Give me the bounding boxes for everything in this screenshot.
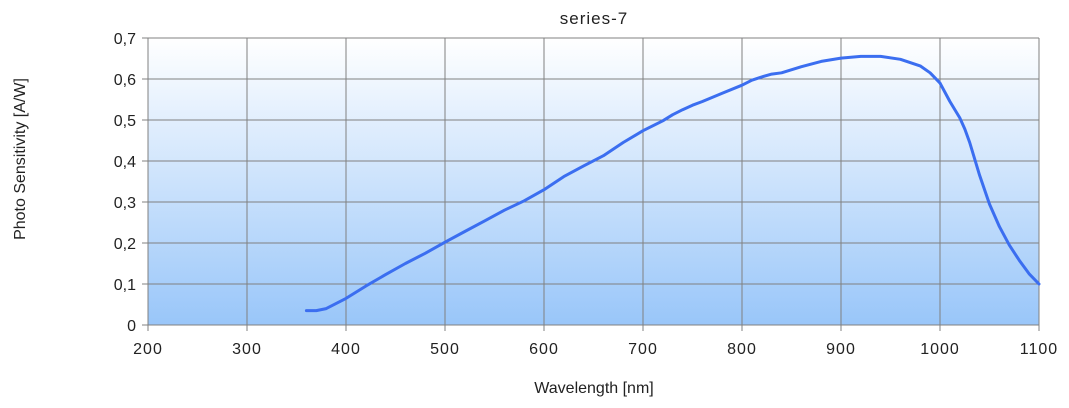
x-tick-label-4: 600: [529, 341, 559, 358]
y-axis: 0 0,1 0,2 0,3 0,4 0,5 0,6 0,7: [114, 31, 148, 335]
y-tick-label-5: 0,5: [114, 113, 136, 130]
series-line-0: [304, 54, 1041, 313]
x-axis-label: Wavelength [nm]: [534, 380, 653, 397]
y-tick-label-0: 0: [127, 318, 136, 335]
x-tick-label-0: 200: [133, 341, 163, 358]
x-tick-label-2: 400: [331, 341, 361, 358]
y-tick-label-7: 0,7: [114, 31, 136, 48]
y-tick-label-6: 0,6: [114, 72, 136, 89]
y-tick-label-4: 0,4: [114, 154, 136, 171]
x-tick-label-7: 900: [826, 341, 856, 358]
plot-area: [148, 38, 1039, 325]
grid: [147, 37, 1040, 326]
y-tick-label-3: 0,3: [114, 195, 136, 212]
chart-title: series-7: [560, 9, 628, 28]
x-axis: 200 300 400 500 600 700 800 900 1000 1100: [133, 325, 1058, 358]
y-tick-label-2: 0,2: [114, 236, 136, 253]
y-tick-label-1: 0,1: [114, 277, 136, 294]
y-axis-label: Photo Sensitivity [A/W]: [12, 78, 29, 240]
x-tick-label-8: 1000: [920, 341, 960, 358]
x-tick-label-3: 500: [430, 341, 460, 358]
x-tick-label-1: 300: [232, 341, 262, 358]
series-layer: [304, 54, 1041, 313]
x-tick-label-6: 800: [727, 341, 757, 358]
x-tick-label-9: 1100: [1020, 341, 1058, 358]
x-tick-label-5: 700: [628, 341, 658, 358]
